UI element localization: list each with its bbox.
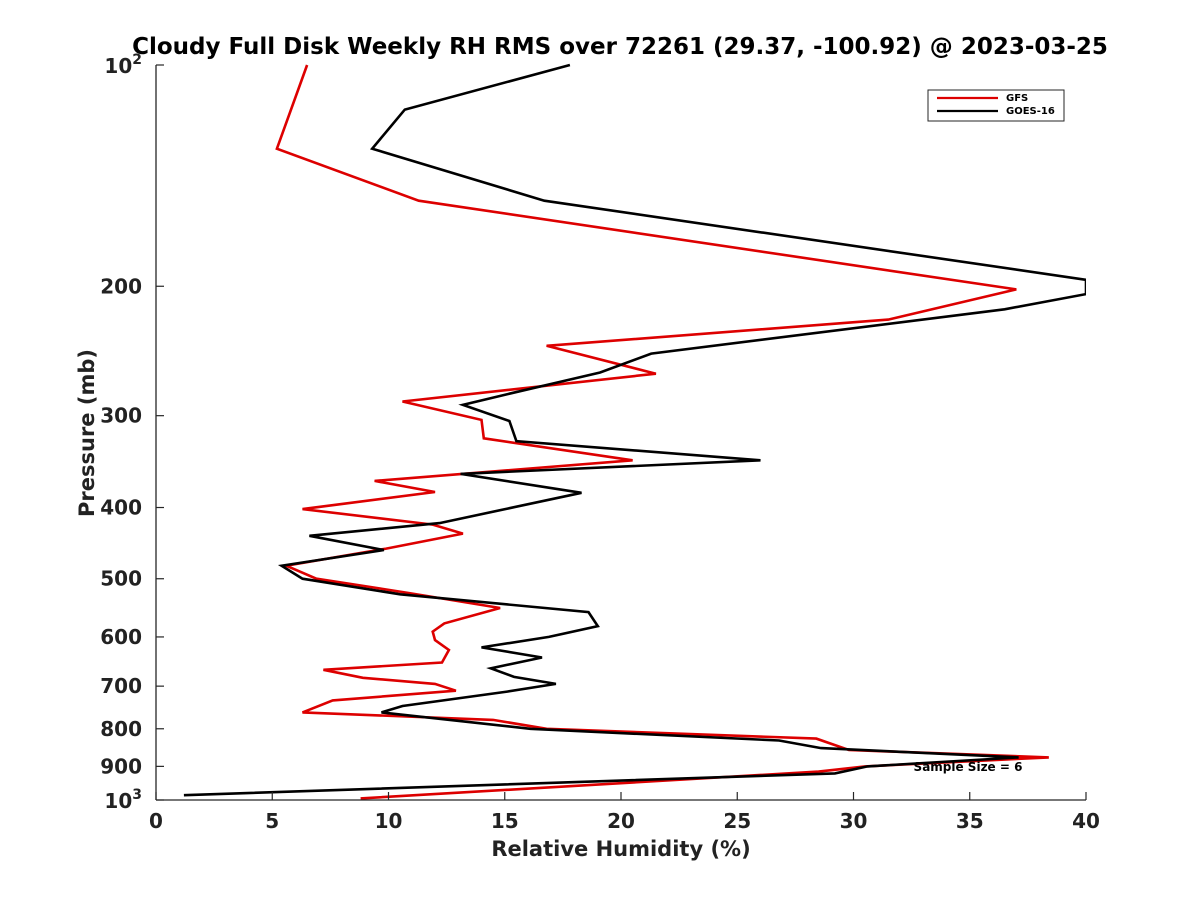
- y-tick-label: 700: [100, 674, 142, 698]
- x-tick-label: 30: [840, 809, 868, 833]
- series-line-goes-16: [183, 63, 1086, 797]
- sample-size-annotation: Sample Size = 6: [914, 760, 1023, 774]
- x-axis-label: Relative Humidity (%): [491, 837, 750, 861]
- y-tick-label: 103: [104, 787, 142, 813]
- y-tick-label: 500: [100, 567, 142, 591]
- x-tick-label: 5: [265, 809, 279, 833]
- y-tick-label: 800: [100, 717, 142, 741]
- x-tick-label: 10: [375, 809, 403, 833]
- chart-title: Cloudy Full Disk Weekly RH RMS over 7226…: [132, 34, 1108, 60]
- legend-label-goes16: GOES-16: [1006, 106, 1055, 117]
- x-tick-label: 40: [1072, 809, 1100, 833]
- y-tick-exponent: 3: [132, 787, 142, 803]
- x-tick-label: 0: [149, 809, 163, 833]
- y-tick-base: 10: [104, 54, 132, 78]
- legend-label-gfs: GFS: [1006, 93, 1028, 104]
- legend-box: [927, 89, 1065, 122]
- y-tick-label: 300: [100, 404, 142, 428]
- y-tick-base: 10: [104, 789, 132, 813]
- x-tick-label: 25: [723, 809, 751, 833]
- x-tick-label: 15: [491, 809, 519, 833]
- x-ticks: 0 5 10 15 20 25 30 35 40: [149, 792, 1100, 833]
- y-tick-label: 102: [104, 52, 142, 78]
- plot-lines: [183, 63, 1086, 800]
- y-tick-label: 400: [100, 496, 142, 520]
- y-tick-exponent: 2: [132, 52, 142, 68]
- x-tick-label: 35: [956, 809, 984, 833]
- legend: GFS GOES-16: [927, 89, 1065, 122]
- y-tick-label: 200: [100, 274, 142, 298]
- x-tick-label: 20: [607, 809, 635, 833]
- y-tick-label: 900: [100, 754, 142, 778]
- y-axis-label: Pressure (mb): [75, 349, 99, 517]
- y-tick-label: 600: [100, 625, 142, 649]
